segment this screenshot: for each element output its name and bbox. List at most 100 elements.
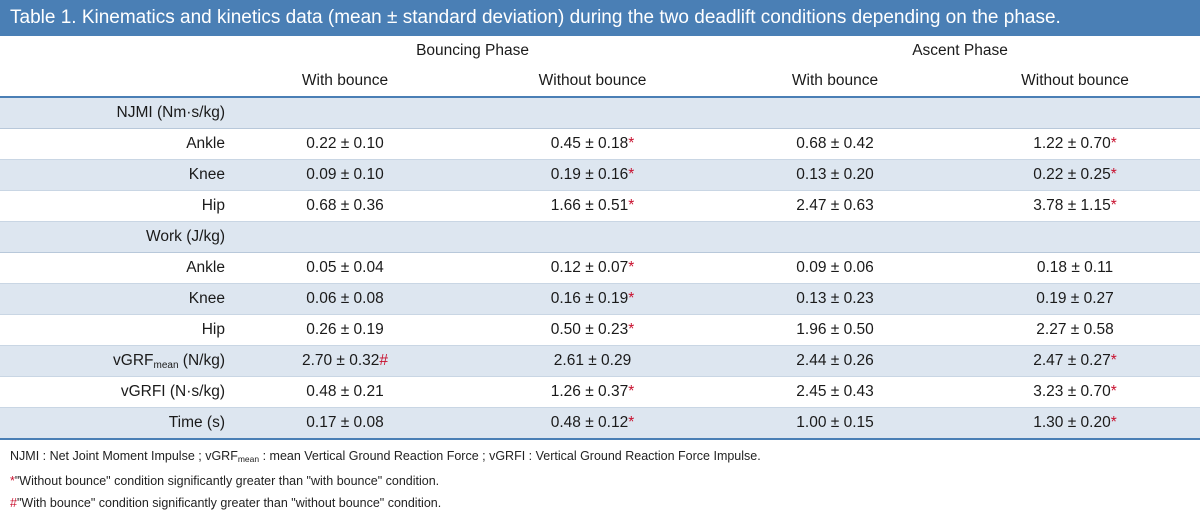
value-cell: 0.06 ± 0.08 [225,283,465,315]
significance-mark: * [628,290,635,307]
empty-cell [950,221,1200,253]
row-label: Ankle [0,128,225,160]
value-cell: 0.19 ± 0.16* [465,159,721,191]
cell-value: 0.05 ± 0.04 [306,259,384,276]
condition-header: With bounce [225,66,465,98]
value-cell: 0.19 ± 0.27 [950,283,1200,315]
significance-mark: * [628,166,635,183]
cell-value: 2.44 ± 0.26 [796,352,874,369]
value-cell: 1.00 ± 0.15 [720,407,951,440]
significance-mark: # [379,352,389,369]
value-cell: 2.47 ± 0.63 [720,190,951,222]
cell-value: 1.96 ± 0.50 [796,321,874,338]
table-row: Ankle 0.05 ± 0.04 0.12 ± 0.07* 0.09 ± 0.06 0… [0,252,1200,284]
value-cell: 1.22 ± 0.70* [950,128,1200,160]
row-label: Hip [0,314,225,346]
corner-cell [0,66,225,98]
table-row: Knee 0.06 ± 0.08 0.16 ± 0.19* 0.13 ± 0.23 0.… [0,283,1200,315]
phase-header-ascent: Ascent Phase [912,42,1008,59]
empty-cell [720,97,951,129]
value-cell: 0.09 ± 0.06 [720,252,951,284]
cell-value: 2.45 ± 0.43 [796,383,874,400]
table-row: Knee 0.09 ± 0.10 0.19 ± 0.16* 0.13 ± 0.20 0.… [0,159,1200,191]
cell-value: 0.26 ± 0.19 [306,321,384,338]
significance-mark: * [1110,197,1117,214]
value-cell: 2.70 ± 0.32# [225,345,465,377]
cell-value: 0.68 ± 0.36 [306,197,384,214]
significance-mark: * [1110,383,1117,400]
cell-value: 0.17 ± 0.08 [306,414,384,431]
star-symbol: * [10,474,15,488]
condition-header: Without bounce [465,66,721,98]
row-label: Hip [0,190,225,222]
empty-cell [720,221,951,253]
cell-value: 0.50 ± 0.23 [550,321,629,338]
table-row: Hip 0.26 ± 0.19 0.50 ± 0.23* 1.96 ± 0.50 2.2… [0,314,1200,346]
value-cell: 0.17 ± 0.08 [225,407,465,440]
table-title: Table 1. Kinematics and kinetics data (m… [0,0,1200,36]
value-cell: 0.48 ± 0.12* [465,407,721,440]
significance-mark: * [1110,135,1117,152]
cell-value: 0.12 ± 0.07 [550,259,629,276]
cell-value: 2.61 ± 0.29 [553,352,632,369]
cell-value: 1.26 ± 0.37 [550,383,629,400]
star-note: *"Without bounce" condition significantl… [10,474,440,488]
significance-mark: * [1110,166,1117,183]
table-row: vGRFmean (N/kg) 2.70 ± 0.32# 2.61 ± 0.29 2.… [0,345,1200,377]
cell-value: 1.22 ± 0.70 [1033,135,1111,152]
section-label: Work (J/kg) [0,221,225,253]
significance-mark: * [1110,414,1117,431]
condition-header: Without bounce [950,66,1200,98]
corner-cell [0,36,225,66]
value-cell: 0.13 ± 0.23 [720,283,951,315]
value-cell: 0.12 ± 0.07* [465,252,721,284]
row-label: Time (s) [0,407,225,440]
value-cell: 2.44 ± 0.26 [720,345,951,377]
value-cell: 0.68 ± 0.36 [225,190,465,222]
hash-note: #"With bounce" condition significantly g… [10,496,442,510]
row-label: Knee [0,283,225,315]
empty-cell [225,97,465,129]
cell-value: 0.09 ± 0.06 [796,259,874,276]
abbreviation-note: NJMI : Net Joint Moment Impulse ; vGRFme… [10,449,761,464]
section-header-row: Work (J/kg) [0,221,1200,253]
value-cell: 0.45 ± 0.18* [465,128,721,160]
value-cell: 0.68 ± 0.42 [720,128,951,160]
value-cell: 3.23 ± 0.70* [950,376,1200,408]
value-cell: 0.09 ± 0.10 [225,159,465,191]
value-cell: 0.16 ± 0.19* [465,283,721,315]
value-cell: 1.96 ± 0.50 [720,314,951,346]
row-label: vGRFI (N·s/kg) [0,376,225,408]
cell-value: 0.09 ± 0.10 [306,166,384,183]
cell-value: 0.13 ± 0.23 [796,290,874,307]
value-cell: 2.47 ± 0.27* [950,345,1200,377]
cell-value: 1.30 ± 0.20 [1033,414,1111,431]
cell-value: 0.18 ± 0.11 [1036,259,1114,276]
cell-value: 0.06 ± 0.08 [306,290,384,307]
table-row: Time (s) 0.17 ± 0.08 0.48 ± 0.12* 1.00 ± 0.… [0,407,1200,440]
table-notes: NJMI : Net Joint Moment Impulse ; vGRFme… [0,440,1200,514]
cell-value: 1.00 ± 0.15 [796,414,874,431]
cell-value: 0.19 ± 0.16 [550,166,629,183]
value-cell: 2.45 ± 0.43 [720,376,951,408]
value-cell: 0.18 ± 0.11 [950,252,1200,284]
table-row: vGRFI (N·s/kg) 0.48 ± 0.21 1.26 ± 0.37* 2.4… [0,376,1200,408]
value-cell: 0.05 ± 0.04 [225,252,465,284]
cell-value: 0.13 ± 0.20 [796,166,874,183]
empty-cell [465,97,721,129]
value-cell: 1.30 ± 0.20* [950,407,1200,440]
value-cell: 2.27 ± 0.58 [950,314,1200,346]
data-table: Bouncing Phase Ascent Phase With bounce … [0,36,1200,440]
value-cell: 1.66 ± 0.51* [465,190,721,222]
cell-value: 0.68 ± 0.42 [796,135,874,152]
cell-value: 2.27 ± 0.58 [1036,321,1114,338]
phase-header-row: Bouncing Phase Ascent Phase [0,36,1200,66]
value-cell: 1.26 ± 0.37* [465,376,721,408]
value-cell: 3.78 ± 1.15* [950,190,1200,222]
significance-mark: * [1110,352,1117,369]
cell-value: 0.45 ± 0.18 [550,135,629,152]
cell-value: 3.23 ± 0.70 [1033,383,1111,400]
table-row: Ankle 0.22 ± 0.10 0.45 ± 0.18* 0.68 ± 0.42 1… [0,128,1200,160]
cell-value: 0.48 ± 0.21 [306,383,384,400]
